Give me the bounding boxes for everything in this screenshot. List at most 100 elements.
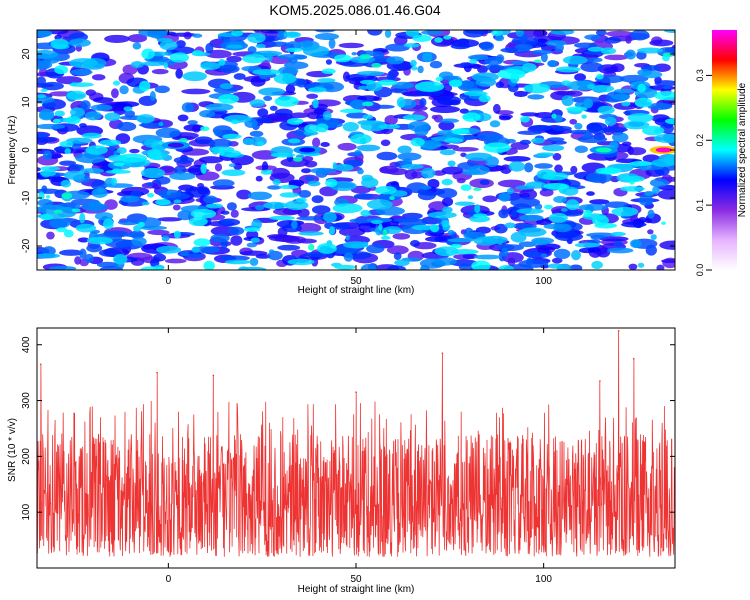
heatmap-cell xyxy=(205,203,223,209)
heatmap-cell xyxy=(412,34,432,42)
heatmap-cell xyxy=(383,226,402,235)
heatmap-cell xyxy=(249,130,264,137)
heatmap-cell xyxy=(604,116,617,126)
heatmap-cell xyxy=(253,30,262,33)
heatmap-cell xyxy=(356,144,381,152)
heatmap-cell xyxy=(640,70,663,79)
heatmap-cell xyxy=(250,237,261,243)
heatmap-cell xyxy=(246,242,258,248)
heatmap-cell xyxy=(520,192,531,199)
heatmap-cell xyxy=(263,201,288,210)
heatmap-cell xyxy=(212,179,235,188)
heatmap-cell xyxy=(332,162,337,170)
heatmap-cell xyxy=(570,165,578,175)
heatmap-cell xyxy=(136,114,155,124)
heatmap-cell xyxy=(619,186,645,192)
heatmap-cell xyxy=(37,94,47,99)
heatmap-cell xyxy=(422,51,433,63)
heatmap-cell xyxy=(279,192,299,198)
heatmap-cell xyxy=(521,62,537,73)
heatmap-cell xyxy=(642,125,665,136)
heatmap-cell xyxy=(155,35,160,40)
heatmap-cell xyxy=(583,209,592,217)
heatmap-cell xyxy=(469,58,478,64)
heatmap-cell xyxy=(402,114,426,121)
heatmap-cell xyxy=(332,203,363,214)
heatmap-cell xyxy=(589,199,610,205)
heatmap-cell xyxy=(287,258,315,266)
heatmap-cell xyxy=(429,60,443,69)
heatmap-cell xyxy=(479,41,494,51)
heatmap-cell xyxy=(524,162,534,173)
heatmap-cell xyxy=(187,120,198,125)
heatmap-cell xyxy=(295,222,322,234)
heatmap-cell xyxy=(662,52,674,57)
heatmap-cell xyxy=(555,66,581,73)
heatmap-cell xyxy=(489,120,501,128)
heatmap-cell xyxy=(46,194,51,199)
heatmap-cell xyxy=(312,98,319,109)
heatmap-cell xyxy=(474,203,481,214)
heatmap-cell xyxy=(198,156,224,164)
heatmap-cell xyxy=(139,80,151,92)
heatmap-cell xyxy=(183,124,205,132)
heatmap-cell xyxy=(390,88,409,94)
heatmap-cell xyxy=(258,87,286,96)
heatmap-cell xyxy=(92,97,114,104)
heatmap-cell xyxy=(181,88,211,95)
heatmap-cell xyxy=(471,260,491,270)
heatmap-cell xyxy=(39,166,61,171)
colorbar-tick-label-3: 0.3 xyxy=(695,69,705,82)
heatmap-cell xyxy=(220,255,250,262)
snr-plot-area xyxy=(36,329,676,557)
heatmap-cell xyxy=(518,241,537,248)
heatmap-cell xyxy=(376,151,398,161)
heatmap-cell xyxy=(629,161,653,166)
heatmap-cell xyxy=(84,253,94,263)
heatmap-cell xyxy=(479,179,490,186)
heatmap-cell xyxy=(560,208,568,212)
heatmap-cell xyxy=(41,101,57,108)
heatmap-cell xyxy=(510,197,541,208)
heatmap-cell xyxy=(293,157,303,162)
heatmap-cell xyxy=(659,240,675,250)
heatmap-cell xyxy=(328,226,336,235)
heatmap-cell xyxy=(94,212,114,221)
heatmap-cell xyxy=(269,105,278,111)
heatmap-cell xyxy=(61,192,73,200)
heatmap-cell xyxy=(325,59,333,65)
heatmap-cell xyxy=(261,161,269,172)
heatmap-cell xyxy=(132,42,142,50)
heatmap-cell xyxy=(296,216,326,221)
heatmap-cell xyxy=(161,235,170,242)
heatmap-cell xyxy=(127,33,148,43)
heatmap-cell xyxy=(141,167,166,179)
heatmap-cell xyxy=(417,190,436,201)
heatmap-cell xyxy=(286,117,304,125)
heatmap-cell xyxy=(438,71,454,80)
heatmap-cell xyxy=(338,227,366,237)
heatmap-cell xyxy=(86,244,103,253)
heatmap-cell xyxy=(604,54,629,61)
heatmap-cell xyxy=(40,88,48,92)
heatmap-cell xyxy=(452,146,479,152)
heatmap-cell xyxy=(192,50,204,56)
heatmap-cell xyxy=(456,177,466,184)
heatmap-cell xyxy=(37,253,61,259)
heatmap-cell xyxy=(662,85,671,90)
snr-peak-6 xyxy=(617,329,620,332)
heatmap-cell xyxy=(401,212,423,220)
heatmap-cell xyxy=(586,191,595,196)
heatmap-cell xyxy=(312,137,321,148)
heatmap-cell xyxy=(255,253,271,259)
heatmap-cell xyxy=(540,253,548,258)
heatmap-cell xyxy=(443,137,464,144)
heatmap-cell xyxy=(190,208,217,219)
heatmap-cell xyxy=(289,112,310,119)
heatmap-cell xyxy=(37,136,58,143)
snr-y-axis: 100 200 300 400 xyxy=(21,336,675,521)
heatmap-cell xyxy=(583,131,592,139)
heatmap-cell xyxy=(217,94,240,104)
heatmap-ytick-label-1: -10 xyxy=(21,190,32,205)
heatmap-cell xyxy=(247,191,273,201)
